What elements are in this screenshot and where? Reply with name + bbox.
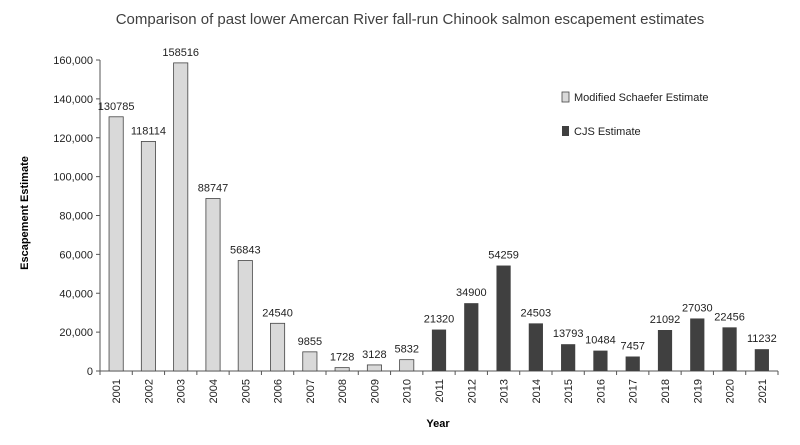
x-tick-label: 2015 — [563, 379, 575, 403]
data-label-2002: 118114 — [131, 125, 166, 137]
x-tick-label: 2011 — [434, 379, 446, 403]
data-label-2007: 9855 — [298, 336, 322, 348]
data-label-2018: 21092 — [650, 314, 681, 326]
x-tick-label: 2002 — [143, 379, 155, 403]
chart-title: Comparison of past lower Amercan River f… — [116, 11, 705, 28]
bars: 130785 118114 158516 88747 56843 24540 9855 172… — [98, 47, 777, 372]
x-tick-label: 2017 — [628, 379, 640, 403]
data-label-2017: 7457 — [620, 341, 644, 353]
bar-2004 — [205, 198, 221, 372]
bar-2021 — [754, 349, 769, 371]
x-tick-label: 2008 — [337, 379, 349, 403]
bar-2012 — [464, 303, 479, 371]
data-label-2005: 56843 — [230, 245, 261, 257]
x-tick-label: 2016 — [595, 379, 607, 403]
data-label-2012: 34900 — [456, 287, 487, 299]
bar-2007 — [302, 351, 318, 372]
bar-2019 — [690, 318, 705, 371]
data-label-2014: 24503 — [521, 307, 552, 319]
x-tick-label: 2007 — [305, 379, 317, 403]
data-label-2003: 158516 — [162, 47, 199, 59]
y-tick-label: 120,000 — [53, 133, 93, 145]
bar-2013 — [496, 265, 511, 371]
bar-2016 — [593, 350, 608, 371]
x-tick-label: 2018 — [660, 379, 672, 403]
data-label-2020: 22456 — [714, 311, 745, 323]
bar-2002 — [140, 141, 156, 372]
y-tick-label: 80,000 — [59, 211, 93, 223]
axes: 0 20,000 40,000 60,000 80,000 100,000 120,000 1… — [53, 55, 779, 403]
legend-label-1: Modified Schaefer Estimate — [574, 92, 709, 104]
legend-swatch-1 — [561, 91, 570, 103]
y-tick-label: 60,000 — [59, 249, 93, 261]
x-tick-label: 2019 — [692, 379, 704, 403]
legend-swatch-2 — [562, 126, 569, 136]
bar-2003 — [173, 62, 189, 372]
y-tick-label: 40,000 — [59, 288, 93, 300]
bar-2010 — [399, 359, 415, 372]
bar-2020 — [722, 327, 737, 371]
x-tick-label: 2010 — [402, 379, 414, 403]
x-tick-label: 2005 — [240, 379, 252, 403]
data-label-2013: 54259 — [488, 250, 519, 262]
y-tick-label: 20,000 — [59, 327, 93, 339]
x-tick-label: 2009 — [369, 379, 381, 403]
y-tick-label: 140,000 — [53, 94, 93, 106]
x-axis-title: Year — [426, 418, 450, 430]
x-tick-label: 2013 — [499, 379, 511, 403]
data-label-2009: 3128 — [362, 349, 386, 361]
data-label-2008: 1728 — [330, 352, 354, 364]
legend-label-2: CJS Estimate — [574, 126, 641, 138]
x-tick-label: 2003 — [176, 379, 188, 403]
data-label-2001: 130785 — [98, 101, 135, 113]
x-tick-label: 2004 — [208, 379, 220, 403]
bar-2015 — [561, 344, 576, 371]
y-tick-label: 100,000 — [53, 172, 93, 184]
bar-2001 — [108, 116, 124, 372]
y-axis-title: Escapement Estimate — [19, 156, 31, 270]
x-tick-label: 2014 — [531, 379, 543, 403]
data-label-2004: 88747 — [198, 182, 229, 194]
x-tick-label: 2001 — [111, 379, 123, 403]
data-label-2010: 5832 — [394, 344, 418, 356]
bar-2018 — [657, 330, 673, 371]
y-tick-label: 160,000 — [53, 55, 93, 67]
data-label-2019: 27030 — [682, 302, 713, 314]
data-label-2016: 10484 — [585, 335, 616, 347]
data-label-2006: 24540 — [262, 307, 293, 319]
x-tick-label: 2006 — [273, 379, 285, 403]
bar-2008 — [334, 367, 350, 372]
y-tick-label: 0 — [87, 366, 93, 378]
bar-2011 — [431, 329, 447, 371]
bar-2006 — [270, 322, 286, 372]
data-label-2015: 13793 — [553, 328, 584, 340]
x-tick-label: 2020 — [725, 379, 737, 403]
bar-2009 — [366, 364, 382, 372]
x-tick-label: 2021 — [757, 379, 769, 403]
data-label-2021: 11232 — [747, 333, 777, 345]
bar-2017 — [625, 356, 640, 371]
x-tick-label: 2012 — [466, 379, 478, 403]
bar-2014 — [528, 323, 543, 371]
legend: Modified Schaefer Estimate CJS Estimate — [561, 91, 709, 138]
data-label-2011: 21320 — [424, 314, 455, 326]
bar-2005 — [237, 260, 253, 372]
